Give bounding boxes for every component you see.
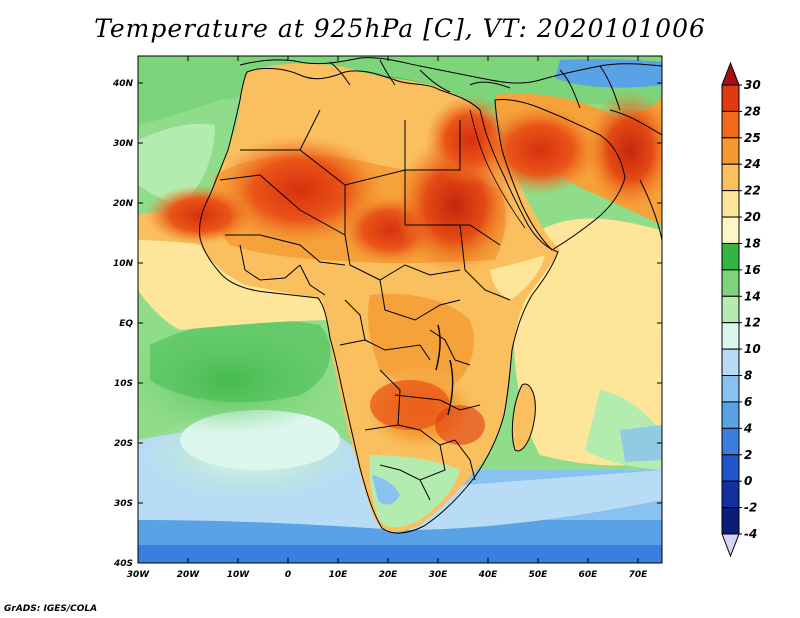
- colorbar-swatch: [721, 507, 740, 535]
- colorbar-label: 6: [744, 395, 752, 409]
- lon-label: 40E: [478, 570, 499, 580]
- lon-label: 10E: [329, 570, 349, 580]
- lat-label: 20N: [113, 199, 134, 209]
- lon-label: 20W: [177, 570, 201, 580]
- lat-label: 10N: [113, 259, 134, 269]
- lon-label: 30E: [429, 570, 449, 580]
- colorbar-swatch: [721, 163, 740, 192]
- colorbar-swatch: [721, 375, 740, 403]
- colorbar-swatch: [721, 190, 740, 218]
- lat-label: EQ: [119, 319, 133, 329]
- colorbar-label: 8: [744, 369, 752, 383]
- colorbar-label: 16: [744, 263, 761, 277]
- lon-label: 50E: [529, 570, 549, 580]
- colorbar-label: 30: [744, 78, 761, 92]
- colorbar-swatch: [721, 348, 740, 377]
- colorbar-label: 14: [744, 289, 761, 303]
- colorbar-swatch: [721, 242, 740, 271]
- country-borders: [199, 57, 662, 534]
- lon-label: 0: [285, 570, 291, 580]
- colorbar-swatch: [721, 216, 740, 244]
- colorbar-label: 0: [744, 474, 752, 488]
- colorbar-label: 4: [743, 421, 752, 435]
- colorbar-label: 20: [744, 210, 761, 224]
- colorbar-label: -2: [744, 501, 757, 515]
- lon-label: 60E: [579, 570, 599, 580]
- colorbar-label: 28: [744, 104, 761, 118]
- colorbar-swatch: [721, 137, 740, 165]
- lon-label: 30W: [127, 570, 151, 580]
- colorbar-swatch: [721, 427, 740, 456]
- colorbar-swatch: [721, 322, 740, 350]
- colorbar-label: 12: [744, 316, 761, 330]
- lon-label: 10W: [227, 570, 251, 580]
- longitude-axis: 30W 20W 10W 0 10E 20E 30E 40E 50E 60E 70E: [127, 56, 648, 580]
- colorbar-swatch: [721, 84, 740, 112]
- colorbar-label: 10: [744, 342, 761, 356]
- colorbar-swatch: [721, 401, 740, 429]
- lat-label: 40S: [113, 559, 133, 569]
- colorbar-label: 24: [744, 157, 761, 171]
- colorbar-swatch: [721, 480, 740, 509]
- lon-label: 20E: [379, 570, 399, 580]
- lat-label: 40N: [112, 79, 134, 89]
- colorbar-label: 2: [744, 448, 752, 462]
- latitude-axis: 40N 30N 20N 10N EQ 10S 20S 30S 40S: [112, 79, 662, 569]
- lat-label: 20S: [114, 439, 133, 449]
- colorbar-swatch: [721, 269, 740, 297]
- lat-label: 30S: [114, 499, 133, 509]
- colorbar-swatch: [721, 110, 740, 139]
- colorbar-bottom-arrow: [721, 533, 740, 558]
- lat-label: 10S: [114, 379, 133, 389]
- lon-label: 70E: [629, 570, 649, 580]
- colorbar-swatch: [721, 454, 740, 482]
- colorbar-swatch: [721, 295, 740, 324]
- colorbar-label: 22: [744, 184, 761, 198]
- colorbar-label: 18: [744, 236, 761, 250]
- map-frame: [137, 55, 663, 564]
- colorbar-label: -4: [744, 527, 757, 541]
- lat-label: 30N: [113, 139, 134, 149]
- colorbar-top-arrow: [721, 61, 740, 86]
- colorbar-label: 25: [744, 131, 761, 145]
- credit-text: GrADS: IGES/COLA: [4, 604, 98, 614]
- map-title: Temperature at 925hPa [C], VT: 202010100…: [94, 14, 706, 43]
- temperature-field: [138, 56, 662, 563]
